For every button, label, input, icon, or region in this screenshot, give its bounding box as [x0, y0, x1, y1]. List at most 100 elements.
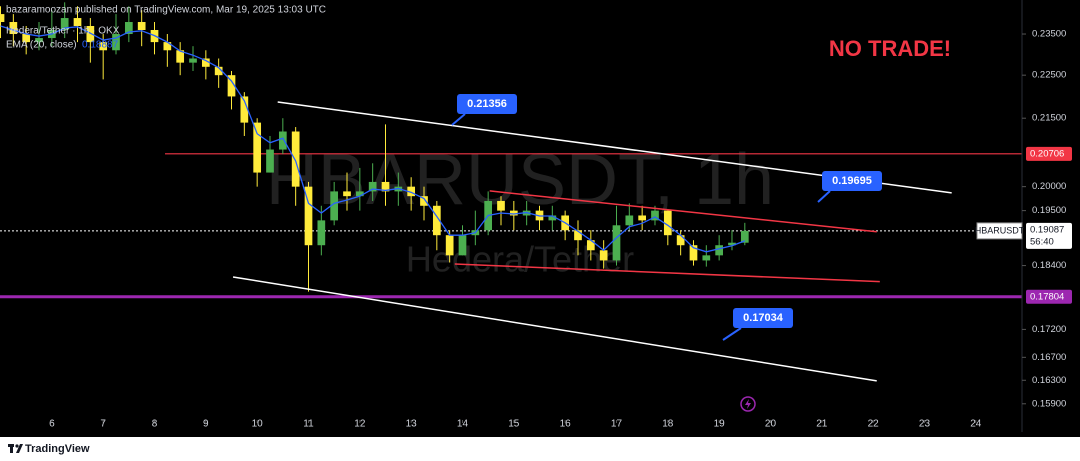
candle-body: [291, 131, 300, 187]
y-tick-label: 0.20000: [1032, 181, 1066, 192]
footer-bar: [0, 437, 1080, 461]
candle-body: [368, 181, 377, 192]
candle-body: [240, 96, 249, 123]
candle-body: [99, 42, 108, 51]
candle-body: [497, 200, 505, 211]
x-tick-label: 8: [152, 419, 158, 430]
footer-brand: TradingView: [25, 443, 90, 455]
candle-body: [612, 225, 621, 261]
candle-body: [227, 75, 236, 97]
callout-label: 0.19695: [832, 175, 872, 187]
y-tick-label: 0.21500: [1032, 113, 1066, 124]
callout-label: 0.17034: [743, 312, 784, 324]
candle-body: [574, 230, 582, 241]
candle-body: [112, 34, 120, 51]
candle-body: [163, 42, 172, 51]
candle-body: [689, 245, 698, 261]
candle-body: [381, 181, 390, 192]
candle-body: [355, 191, 364, 197]
y-tick-label: 0.15900: [1032, 398, 1066, 409]
x-tick-label: 20: [765, 419, 777, 430]
x-tick-label: 9: [203, 419, 209, 430]
x-tick-label: 21: [816, 419, 828, 430]
level-tag: [1026, 289, 1072, 304]
candle-body: [343, 191, 351, 197]
trendline: [454, 263, 880, 283]
callout-box: [457, 94, 517, 114]
y-tick-label: 0.19500: [1032, 205, 1066, 216]
callout-arrow: [817, 190, 831, 203]
price-name-box: [976, 222, 1023, 240]
y-tick-label: 0.23500: [1032, 29, 1066, 40]
annotation: NO TRADE!: [829, 36, 951, 61]
callout-box: [733, 308, 793, 328]
x-tick-label: 13: [406, 419, 418, 430]
x-tick-label: 11: [303, 419, 314, 430]
y-tick-label: 0.18400: [1032, 260, 1066, 271]
candle-body: [740, 230, 749, 243]
x-tick-label: 16: [560, 419, 572, 430]
y-tick-label: 0.17200: [1032, 324, 1066, 335]
x-tick-label: 12: [354, 419, 366, 430]
candle-body: [35, 38, 43, 43]
x-tick-label: 7: [100, 419, 106, 430]
level-label: 0.20706: [1030, 148, 1064, 159]
candle-body: [137, 22, 146, 30]
candle-body: [9, 22, 18, 35]
candle-body: [586, 240, 595, 251]
ema-line: [0, 25, 746, 253]
x-tick-label: 19: [714, 419, 726, 430]
candle-body: [625, 215, 634, 226]
candle-body: [317, 220, 326, 246]
candle-body: [663, 210, 672, 236]
candle-body: [407, 186, 416, 197]
level-label: 0.17804: [1030, 291, 1064, 302]
candle-body: [509, 210, 518, 216]
candle-body: [253, 122, 262, 173]
candle-body: [0, 14, 5, 23]
candle-body: [715, 245, 723, 256]
lightning-icon: [740, 396, 756, 412]
x-tick-label: 23: [919, 419, 931, 430]
trendline: [489, 190, 877, 233]
x-tick-label: 17: [611, 419, 623, 430]
x-tick-label: 22: [868, 419, 880, 430]
y-tick-label: 0.16300: [1032, 375, 1066, 386]
candle-body: [420, 196, 428, 206]
indicator-value: 0.18887: [82, 40, 119, 51]
callout-arrow: [722, 327, 742, 341]
x-tick-label: 14: [457, 419, 469, 430]
x-tick-label: 15: [508, 419, 520, 430]
candle-body: [676, 235, 685, 246]
callout-label: 0.21356: [467, 98, 507, 110]
indicator-name: EMA (20, close): [6, 40, 77, 51]
candle-body: [728, 242, 736, 246]
candle-body: [548, 215, 557, 221]
candle-body: [201, 58, 210, 67]
candle-body: [638, 215, 647, 221]
x-tick-label: 18: [662, 419, 674, 430]
x-tick-label: 10: [252, 419, 264, 430]
price-tag-box: [1026, 222, 1072, 249]
symbol: Hedera/Tether · 1h · OKX: [6, 26, 120, 37]
footer-logo: [8, 444, 23, 453]
candle-body: [702, 255, 711, 261]
y-tick-label: 0.22500: [1032, 70, 1066, 81]
candle-body: [73, 18, 82, 26]
x-tick-label: 24: [970, 419, 982, 430]
publisher: bazaramoozan published on TradingView.co…: [6, 5, 326, 16]
y-tick-label: 0.16700: [1032, 352, 1066, 363]
candle-body: [599, 250, 608, 261]
plot: HBARUSDT, 1h Hedera/Tether: [0, 2, 1022, 382]
candle-body: [189, 58, 197, 63]
candle-body: [330, 191, 339, 221]
watermark-symbol: HBARUSDT, 1h: [266, 140, 774, 220]
candle-body: [266, 149, 274, 173]
trendline: [232, 276, 877, 382]
candle-body: [304, 186, 313, 246]
candle-body: [651, 210, 659, 221]
price-countdown: 56:40: [1030, 236, 1054, 247]
candle-body: [214, 66, 223, 76]
candle-body: [458, 235, 467, 256]
